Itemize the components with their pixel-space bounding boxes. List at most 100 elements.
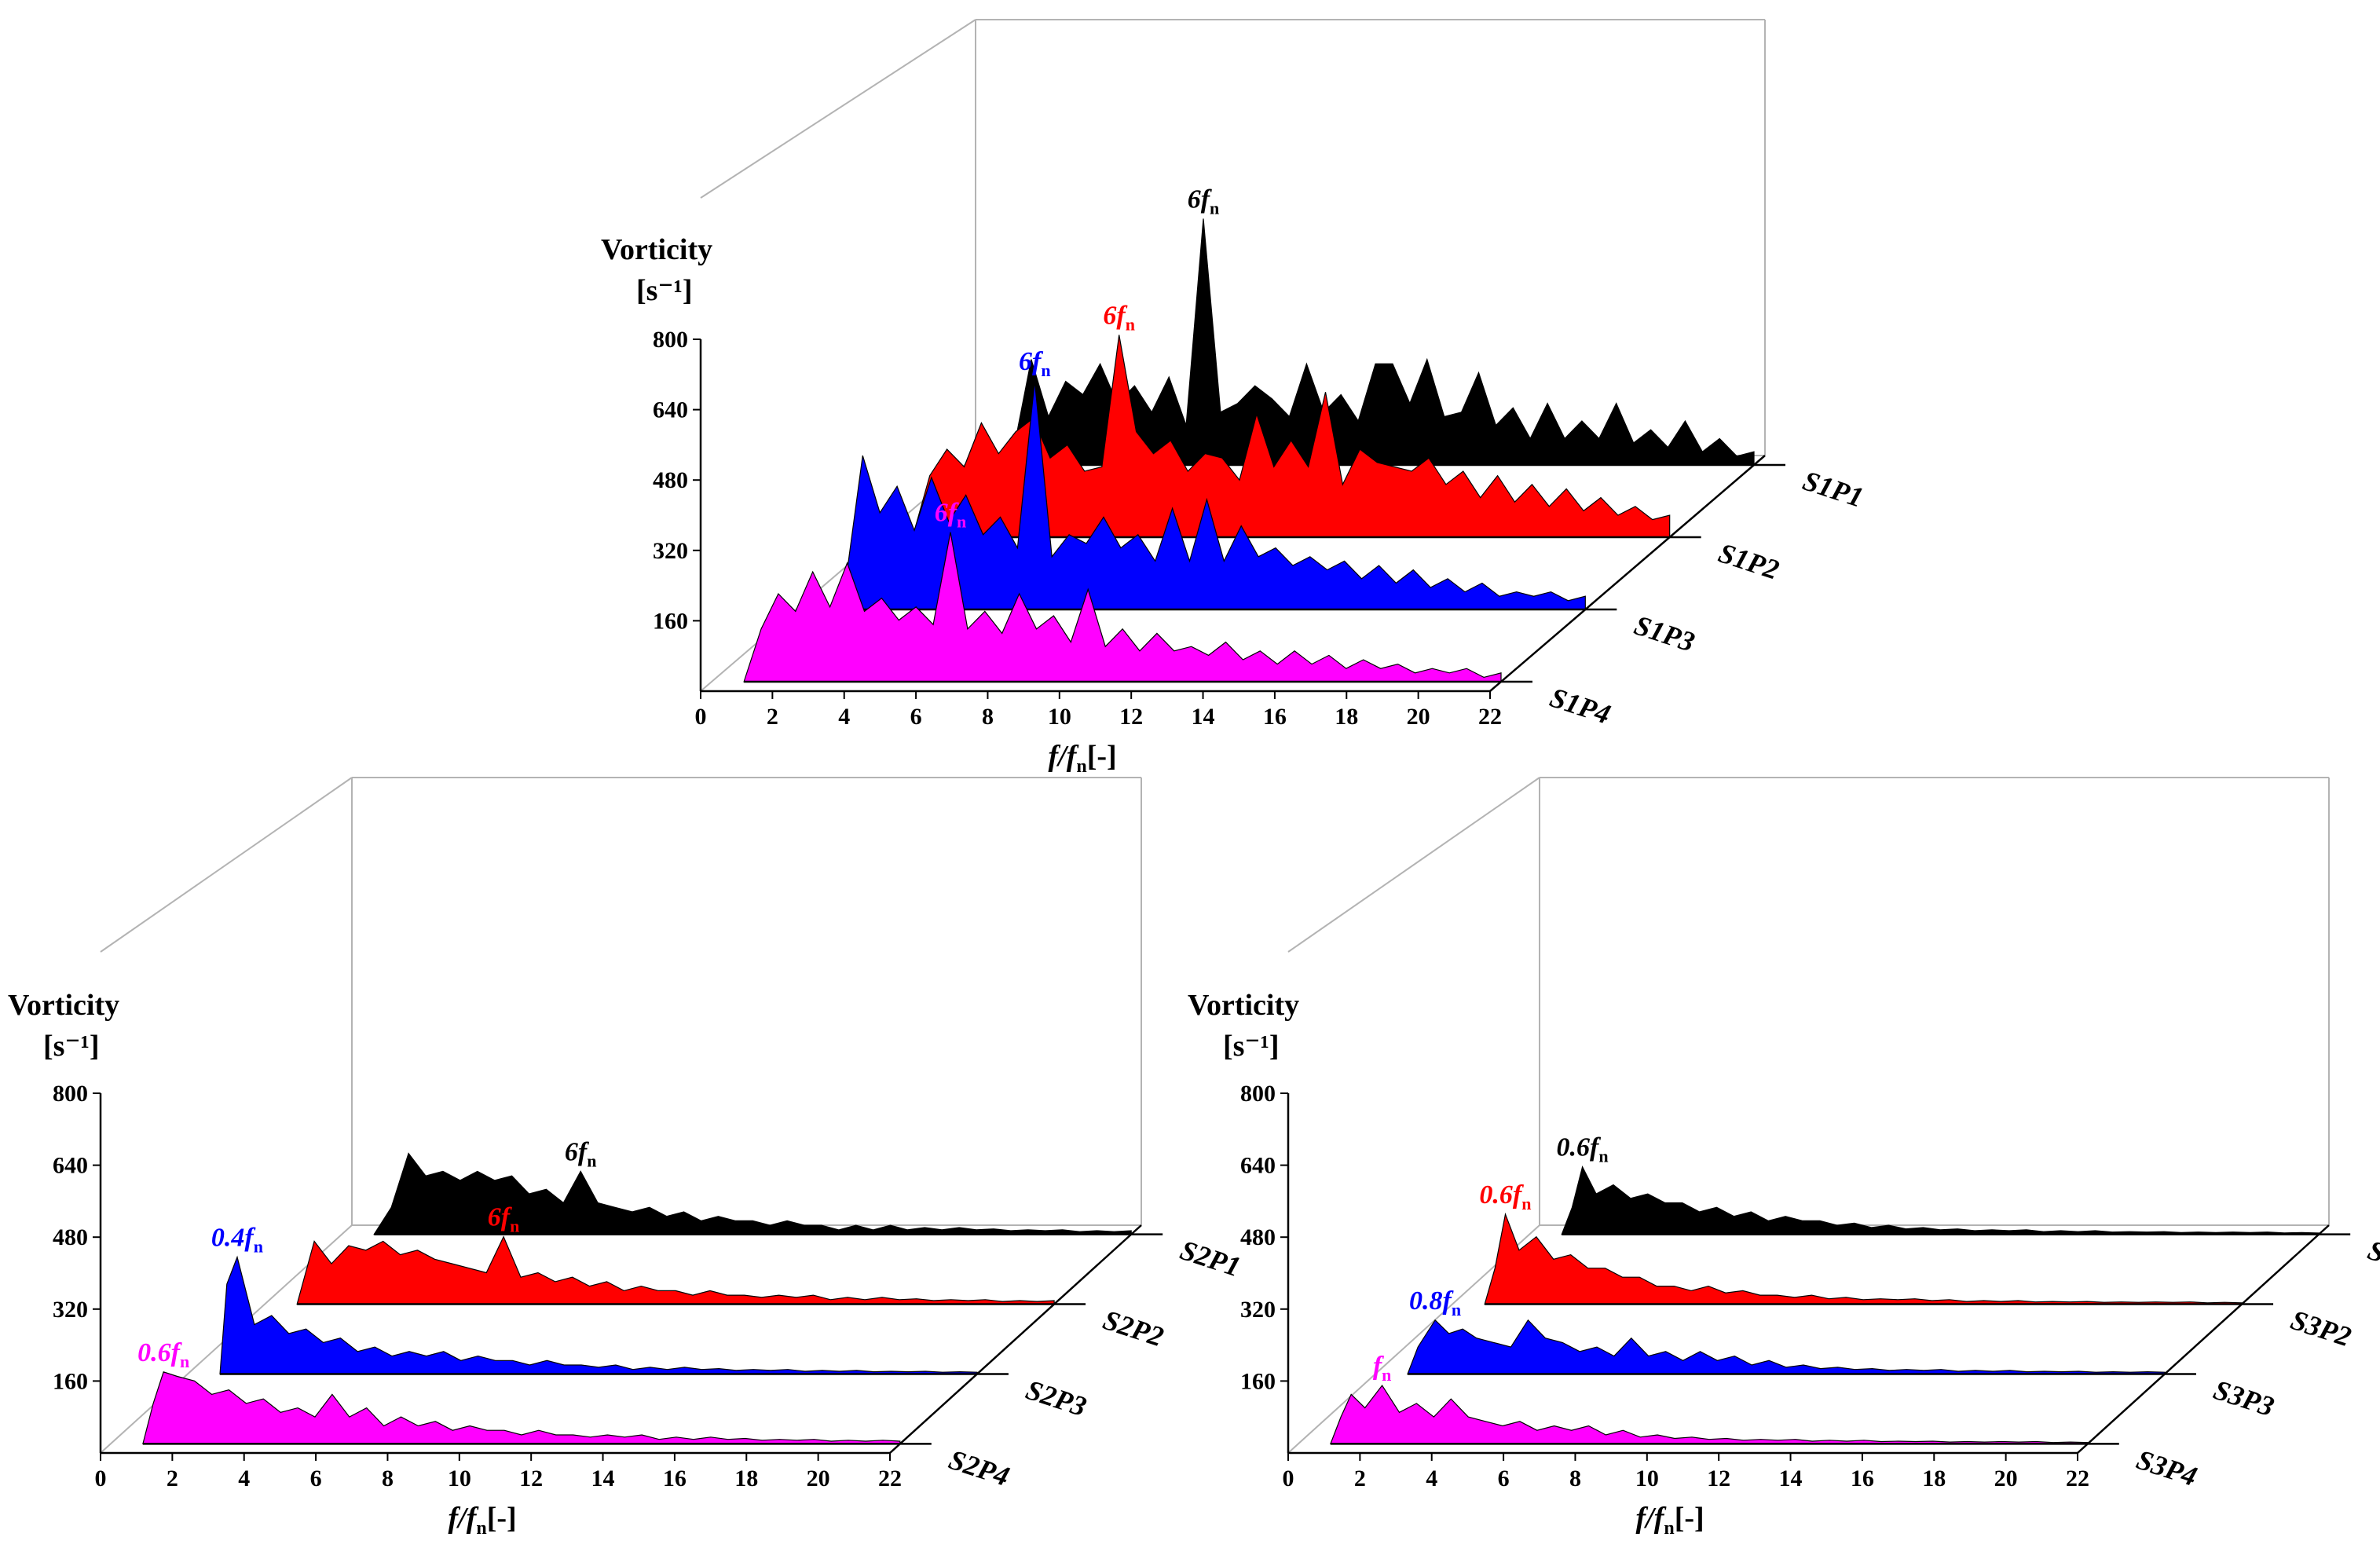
- x-tick-label: 18: [734, 1466, 758, 1491]
- x-tick-label: 22: [1478, 704, 1502, 730]
- depth-axis: [1489, 455, 1766, 692]
- x-tick-label: 2: [1354, 1466, 1366, 1491]
- series-label-s1p2: S1P2: [1715, 537, 1783, 586]
- y-tick-label: 160: [653, 608, 688, 634]
- x-tick-label: 0: [695, 704, 707, 730]
- x-tick-label: 20: [1407, 704, 1430, 730]
- x-axis-title: f/fn[-]: [1049, 740, 1117, 777]
- panel-s3: 800 640 480 320 160 Vorticity [s⁻¹] 0 2 4 6 8 10 12 14…: [1188, 777, 2380, 1539]
- x-tick-label: 0: [95, 1466, 107, 1491]
- y-axis-title: Vorticity: [1188, 989, 1299, 1022]
- peak-label-s3p4: fn: [1373, 1352, 1392, 1385]
- series-area-s3p2: [1484, 1212, 2243, 1305]
- y-tick-label: 320: [53, 1297, 88, 1323]
- x-axis-title: f/fn[-]: [449, 1502, 517, 1539]
- series-area-s3p3: [1407, 1319, 2166, 1375]
- x-tick-label: 8: [382, 1466, 394, 1491]
- y-tick-label: 480: [53, 1224, 88, 1250]
- panel-s2: 800 640 480 320 160 Vorticity [s⁻¹] 0 2 4 6 8 10 12 14…: [8, 777, 1245, 1539]
- peak-label-s2p2: 6fn: [488, 1203, 520, 1236]
- series-area-s2p2: [296, 1235, 1055, 1305]
- series-label-s3p1: S3P1: [2364, 1234, 2380, 1283]
- series-area-s3p1: [1561, 1166, 2320, 1235]
- depth-axis: [889, 1224, 1142, 1454]
- x-tick-label: 14: [591, 1466, 615, 1491]
- peak-label-s1p4: 6fn: [935, 499, 967, 532]
- series-area-s1p4: [743, 532, 1502, 683]
- peak-label-s3p2: 0.6fn: [1479, 1180, 1531, 1213]
- series-label-s3p4: S3P4: [2133, 1444, 2201, 1492]
- peak-label-s2p3: 0.4fn: [211, 1224, 263, 1257]
- back-box-edge: [700, 19, 976, 199]
- x-tick-label: 22: [2066, 1466, 2089, 1491]
- series-label-s2p4: S2P4: [945, 1444, 1013, 1492]
- x-tick-label: 10: [448, 1466, 471, 1491]
- x-tick-label: 20: [1994, 1466, 2018, 1491]
- x-tick-label: 10: [1635, 1466, 1659, 1491]
- x-tick-label: 12: [1119, 704, 1143, 730]
- x-tick-label: 16: [1851, 1466, 1874, 1491]
- y-axis-title: Vorticity: [601, 233, 712, 266]
- series-label-s1p1: S1P1: [1800, 465, 1868, 514]
- x-tick-label: 6: [910, 704, 922, 730]
- x-tick-label: 10: [1048, 704, 1071, 730]
- y-tick-label: 480: [1240, 1224, 1276, 1250]
- x-tick-label: 16: [1263, 704, 1287, 730]
- y-tick-label: 800: [653, 327, 688, 353]
- x-tick-label: 12: [1707, 1466, 1730, 1491]
- x-tick-label: 22: [878, 1466, 902, 1491]
- x-tick-label: 4: [238, 1466, 250, 1491]
- series-area-s1p3: [827, 380, 1586, 610]
- x-tick-label: 16: [663, 1466, 687, 1491]
- y-tick-label: 640: [653, 397, 688, 423]
- peak-label-s3p1: 0.6fn: [1557, 1133, 1609, 1166]
- peak-label-s3p3: 0.8fn: [1409, 1286, 1461, 1319]
- y-axis-unit: [s⁻¹]: [1223, 1030, 1280, 1063]
- series-area-s2p3: [219, 1255, 978, 1375]
- series-area-s2p1: [373, 1152, 1132, 1235]
- x-tick-label: 20: [807, 1466, 830, 1491]
- y-tick-label: 800: [53, 1081, 88, 1107]
- x-tick-label: 2: [767, 704, 778, 730]
- x-tick-label: 6: [1498, 1466, 1510, 1491]
- peak-label-s1p2: 6fn: [1103, 301, 1135, 334]
- peak-label-s2p4: 0.6fn: [137, 1338, 189, 1371]
- x-tick-label: 12: [519, 1466, 543, 1491]
- peak-label-s1p1: 6fn: [1188, 185, 1220, 218]
- y-tick-label: 160: [1240, 1368, 1276, 1394]
- y-tick-label: 640: [53, 1153, 88, 1179]
- series-label-s2p3: S2P3: [1022, 1374, 1090, 1422]
- panel-s1: 800 640 480 320 160 Vorticity [s⁻¹] 0 2 4 6 8 10 12 14…: [601, 19, 1868, 777]
- x-tick-label: 0: [1283, 1466, 1294, 1491]
- y-tick-label: 320: [1240, 1297, 1276, 1323]
- y-tick-label: 480: [653, 467, 688, 493]
- y-axis-unit: [s⁻¹]: [636, 274, 693, 307]
- y-tick-label: 320: [653, 538, 688, 564]
- x-axis-title: f/fn[-]: [1636, 1502, 1704, 1539]
- series-area-s1p2: [911, 335, 1671, 538]
- back-box-edge: [100, 777, 353, 953]
- x-tick-label: 14: [1779, 1466, 1803, 1491]
- series-area-s2p4: [142, 1371, 901, 1444]
- x-tick-label: 8: [982, 704, 994, 730]
- series-label-s2p2: S2P2: [1100, 1304, 1168, 1352]
- series-area-s3p4: [1330, 1384, 2089, 1444]
- x-tick-label: 4: [838, 704, 850, 730]
- y-axis-title: Vorticity: [8, 989, 119, 1022]
- y-tick-label: 800: [1240, 1081, 1276, 1107]
- x-tick-label: 8: [1569, 1466, 1581, 1491]
- y-axis-unit: [s⁻¹]: [43, 1030, 100, 1063]
- series-label-s2p1: S2P1: [1177, 1234, 1245, 1283]
- back-box-edge: [1287, 777, 1540, 953]
- x-tick-label: 2: [167, 1466, 178, 1491]
- x-tick-label: 18: [1335, 704, 1358, 730]
- x-tick-label: 6: [310, 1466, 322, 1491]
- y-tick-label: 160: [53, 1368, 88, 1394]
- peak-label-s2p1: 6fn: [565, 1137, 597, 1170]
- x-tick-label: 18: [1922, 1466, 1946, 1491]
- series-label-s1p4: S1P4: [1547, 682, 1615, 730]
- y-tick-label: 640: [1240, 1153, 1276, 1179]
- x-tick-label: 14: [1192, 704, 1215, 730]
- series-label-s3p3: S3P3: [2210, 1374, 2278, 1422]
